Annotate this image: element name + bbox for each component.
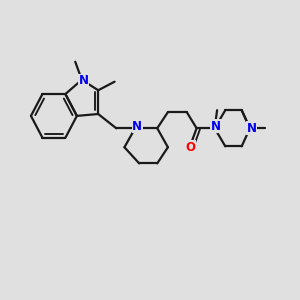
Text: N: N xyxy=(247,122,257,135)
Text: N: N xyxy=(79,74,89,87)
Text: N: N xyxy=(132,120,142,133)
Text: N: N xyxy=(211,120,220,133)
Text: O: O xyxy=(185,141,195,154)
